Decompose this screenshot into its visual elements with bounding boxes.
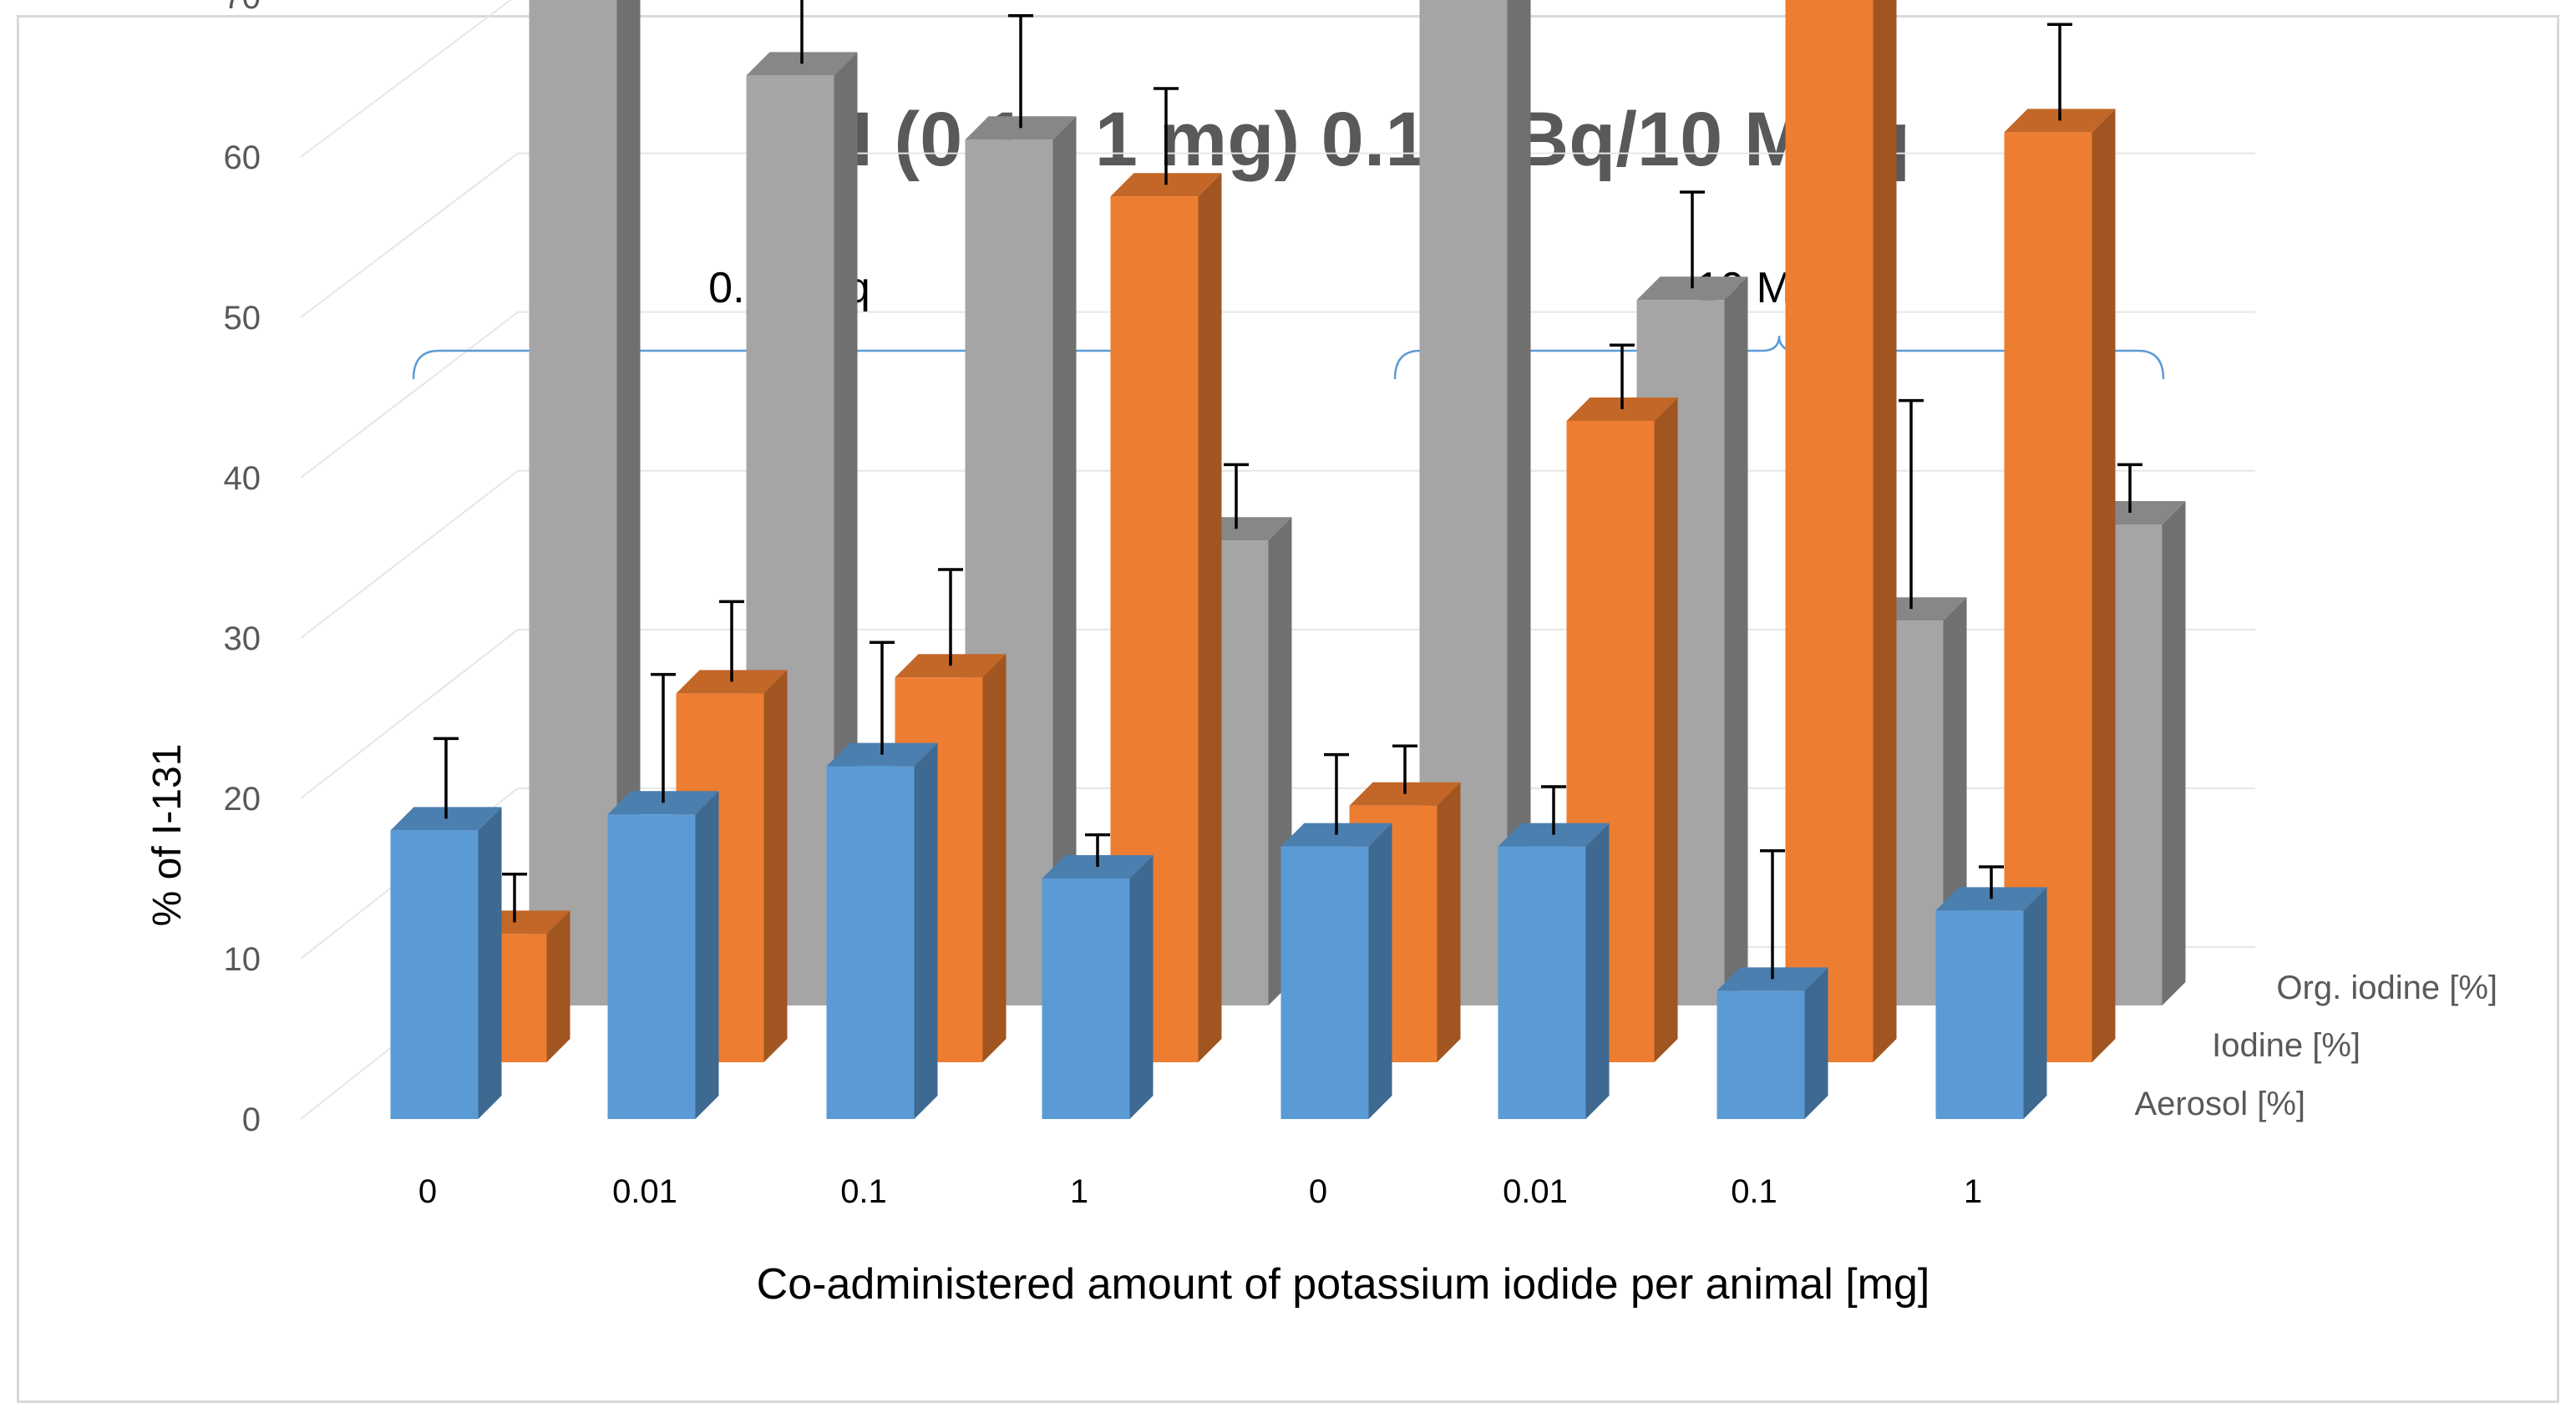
side-gridline — [300, 629, 519, 799]
x-category-label: 1 — [1964, 1173, 1982, 1210]
y-tick-label: 50 — [224, 300, 261, 337]
bar — [1716, 849, 1828, 1119]
y-tick-label: 30 — [224, 620, 261, 657]
bar — [1498, 785, 1610, 1119]
x-category-label: 0 — [1309, 1173, 1327, 1210]
bar — [1935, 865, 2047, 1119]
group-brace — [1393, 335, 2165, 380]
group-braces: 0.1 MBq10 MBq — [412, 264, 2165, 380]
y-tick-label: 60 — [224, 139, 261, 176]
bars — [390, 0, 2186, 1119]
y-tick-label: 70 — [224, 0, 261, 16]
chart-title: KI (0.1 - 1 mg) 0.1 MBq/10 MBq — [796, 97, 1910, 182]
side-gridline — [300, 0, 513, 158]
bar — [826, 641, 938, 1119]
y-tick-label: 0 — [242, 1101, 261, 1138]
x-category-label: 0.1 — [840, 1173, 887, 1210]
bar — [1785, 0, 1897, 1063]
series-label: Iodine [%] — [2212, 1027, 2360, 1064]
y-tick-label: 10 — [224, 941, 261, 978]
bar — [1280, 752, 1392, 1119]
bar — [390, 737, 502, 1119]
y-tick-label: 40 — [224, 460, 261, 497]
x-axis-title: Co-administered amount of potassium iodi… — [757, 1260, 1930, 1309]
series-label: Org. iodine [%] — [2276, 970, 2497, 1006]
side-gridline — [300, 152, 519, 318]
x-category-label: 0.01 — [1503, 1173, 1568, 1210]
y-tick-label: 20 — [224, 781, 261, 818]
side-gridline — [300, 469, 519, 639]
bar — [529, 0, 641, 1006]
bar — [746, 0, 858, 1005]
x-category-label: 1 — [1070, 1173, 1088, 1210]
series-label: Aerosol [%] — [2134, 1086, 2305, 1122]
x-category-label: 0 — [418, 1173, 437, 1210]
x-category-label: 0.1 — [1731, 1173, 1777, 1210]
y-axis-title: % of I-131 — [145, 744, 190, 927]
bar — [1042, 833, 1154, 1119]
labels: 0102030405060708000.010.1100.010.11Aeros… — [224, 0, 2498, 1210]
x-category-label: 0.01 — [612, 1173, 677, 1210]
side-gridline — [300, 311, 519, 479]
bar — [607, 672, 719, 1119]
